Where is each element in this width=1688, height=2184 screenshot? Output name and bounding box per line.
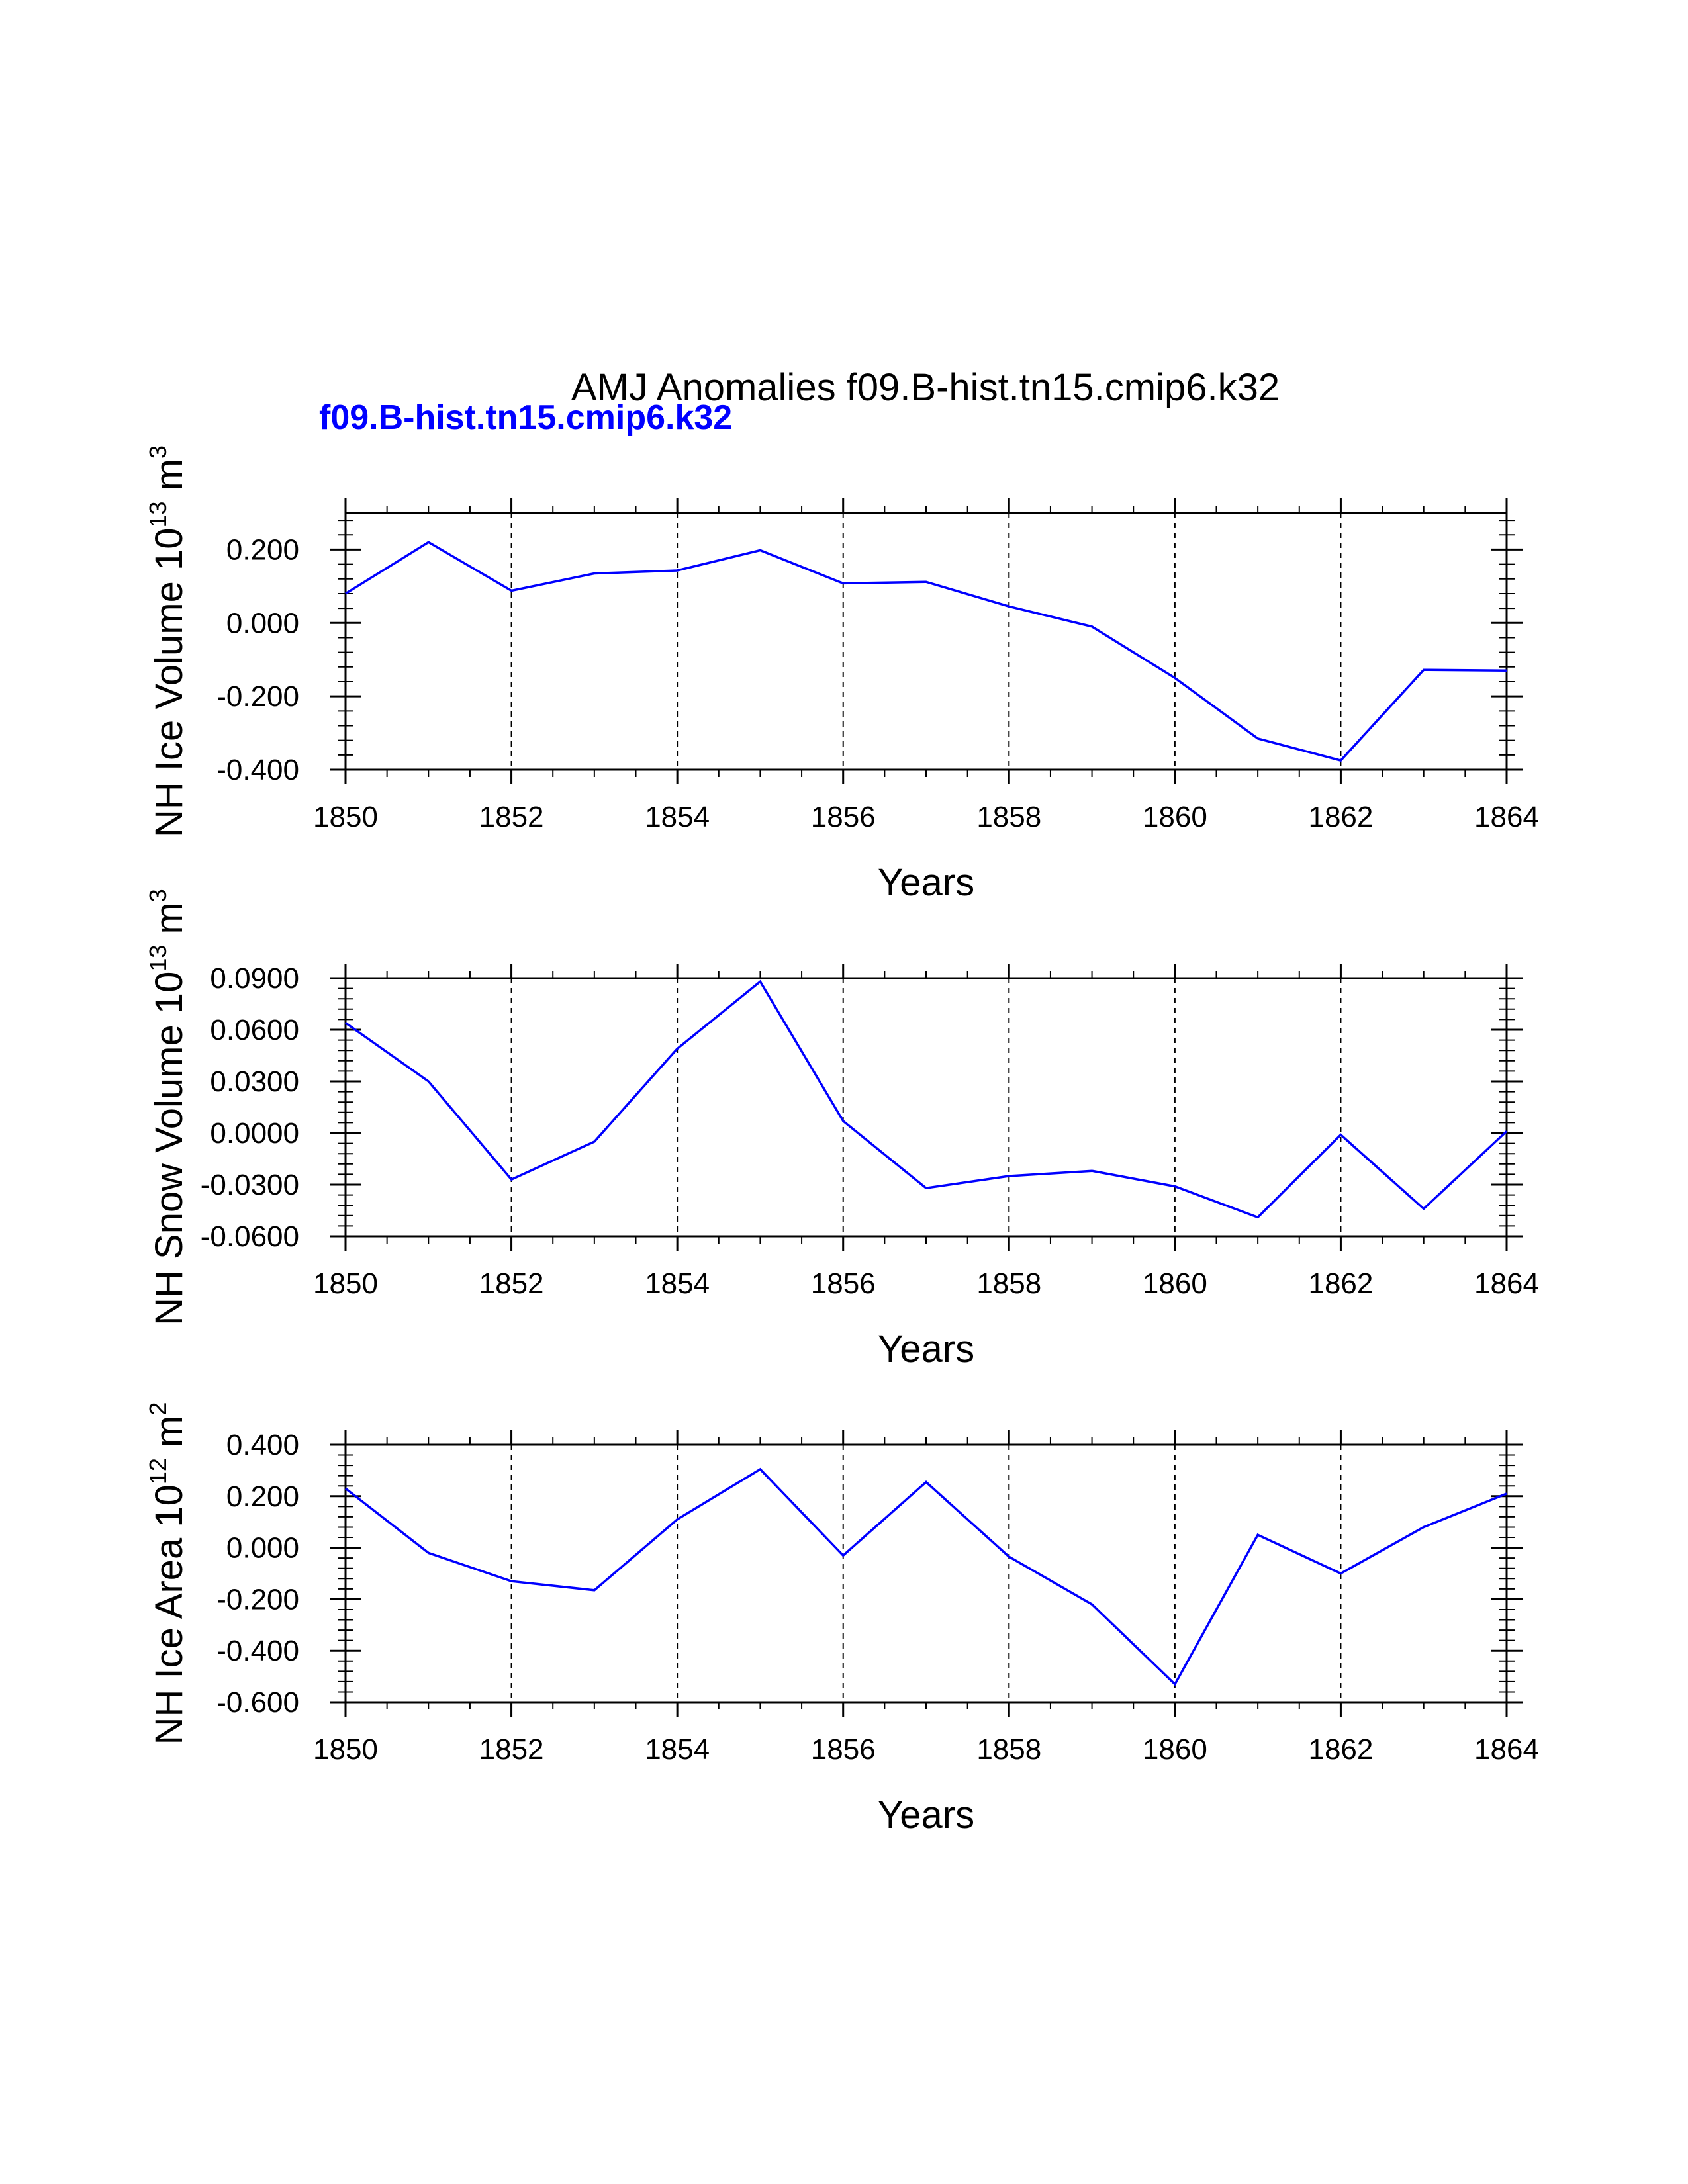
y-tick-label: 0.0300	[210, 1066, 299, 1098]
case-label: f09.B-hist.tn15.cmip6.k32	[319, 398, 732, 437]
x-tick-label: 1858	[976, 1733, 1041, 1766]
y-tick-label: -0.200	[216, 1583, 299, 1615]
x-tick-label: 1862	[1308, 801, 1373, 833]
x-tick-label: 1858	[976, 801, 1041, 833]
x-tick-label: 1854	[645, 801, 710, 833]
x-tick-label: 1860	[1143, 801, 1207, 833]
x-tick-label: 1852	[479, 1267, 544, 1300]
x-axis-label: Years	[878, 1328, 974, 1371]
y-axis-label: NH Snow Volume 1013 m3	[144, 889, 191, 1326]
y-axis-label: NH Ice Volume 1013 m3	[144, 445, 191, 837]
x-tick-label: 1854	[645, 1733, 710, 1766]
x-tick-label: 1862	[1308, 1733, 1373, 1766]
y-tick-label: 0.200	[226, 533, 299, 566]
x-tick-label: 1856	[811, 1267, 876, 1300]
y-tick-label: -0.0600	[201, 1220, 299, 1253]
y-tick-label: 0.000	[226, 607, 299, 639]
x-tick-label: 1850	[313, 1267, 378, 1300]
y-axis-label-part: NH Ice Area 10	[148, 1484, 191, 1745]
chart-panel-1: 1850 1852 1854 1856 1858 1860 1862 1864 -0.400 -0…	[144, 445, 1539, 904]
x-axis-label: Years	[878, 861, 974, 904]
chart-panel-3: 1850 1852 1854 1856 1858 1860 1862 1864 -0.600 -0…	[144, 1402, 1539, 1837]
x-tick-label: 1854	[645, 1267, 710, 1300]
plot-frame	[344, 977, 1508, 1238]
y-axis-label-part: NH Ice Volume 10	[148, 528, 191, 837]
chart-panel-2: 1850 1852 1854 1856 1858 1860 1862 1864 -0.0600 -…	[144, 889, 1539, 1371]
x-tick-label: 1858	[976, 1267, 1041, 1300]
x-tick-label: 1856	[811, 801, 876, 833]
x-axis-label: Years	[878, 1794, 974, 1837]
series-line	[344, 979, 1508, 1219]
x-tick-label: 1864	[1474, 801, 1539, 833]
y-tick-label: 0.200	[226, 1480, 299, 1513]
y-tick-label: 0.0000	[210, 1117, 299, 1150]
x-tick-label: 1862	[1308, 1267, 1373, 1300]
x-tick-label: 1852	[479, 801, 544, 833]
x-tick-label: 1860	[1143, 1733, 1207, 1766]
y-tick-label: -0.400	[216, 754, 299, 786]
series-line	[345, 541, 1507, 762]
x-tick-label: 1852	[479, 1733, 544, 1766]
y-axis-label-part: 13	[144, 945, 171, 972]
y-axis-label-part: 3	[144, 445, 171, 459]
y-axis-label-part: 3	[144, 889, 171, 902]
x-tick-label: 1864	[1474, 1267, 1539, 1300]
x-tick-label: 1850	[313, 1733, 378, 1766]
y-axis-label-part: 13	[144, 501, 171, 527]
y-tick-label: 0.0900	[210, 962, 299, 995]
y-axis-label-part: m	[148, 1416, 191, 1458]
y-axis-label-part: 12	[144, 1458, 171, 1484]
y-tick-label: 0.0600	[210, 1014, 299, 1046]
main-title: AMJ Anomalies f09.B-hist.tn15.cmip6.k32	[571, 366, 1280, 409]
y-tick-label: -0.0300	[201, 1169, 299, 1201]
x-tick-label: 1864	[1474, 1733, 1539, 1766]
x-tick-label: 1850	[313, 801, 378, 833]
x-tick-label: 1856	[811, 1733, 876, 1766]
y-tick-label: -0.600	[216, 1686, 299, 1719]
y-tick-label: -0.400	[216, 1635, 299, 1667]
x-tick-label: 1860	[1143, 1267, 1207, 1300]
y-axis-label-part: 2	[144, 1402, 171, 1416]
y-axis-label: NH Ice Area 1012 m2	[144, 1402, 191, 1745]
plot-frame	[344, 512, 1508, 771]
y-tick-label: -0.200	[216, 680, 299, 713]
y-axis-label-part: m	[148, 459, 191, 501]
y-axis-label-part: m	[148, 902, 191, 944]
y-axis-label-part: NH Snow Volume 10	[148, 972, 191, 1326]
y-tick-label: 0.400	[226, 1429, 299, 1461]
series-line	[344, 1467, 1507, 1686]
y-tick-label: 0.000	[226, 1532, 299, 1565]
